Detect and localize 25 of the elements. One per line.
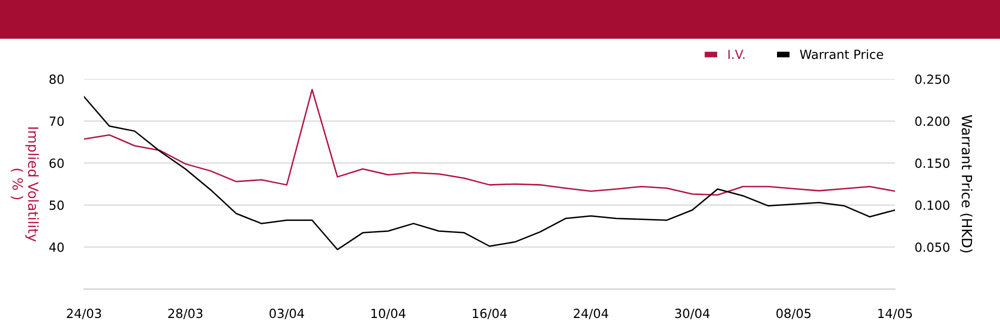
x-tick-label: 24/04 xyxy=(574,308,608,320)
y-tick-label: 80 xyxy=(49,74,64,84)
y2-tick-label: 0.150 xyxy=(915,158,950,168)
x-tick-label: 03/04 xyxy=(270,308,304,320)
x-tick-label: 16/04 xyxy=(472,308,507,320)
y2-tick-label: 0.200 xyxy=(915,116,950,126)
y-tick-label: 60 xyxy=(50,158,64,168)
x-tick-label: 10/04 xyxy=(371,308,406,320)
line-series xyxy=(84,96,895,250)
y-tick-label: 40 xyxy=(49,242,64,252)
y-tick-label: 70 xyxy=(50,116,64,126)
x-tick-label: 28/03 xyxy=(168,308,202,320)
x-tick-label: 14/05 xyxy=(878,308,912,320)
y-tick-label: 50 xyxy=(50,200,64,210)
y-axis-title: Implied Volatility ( % ) xyxy=(10,127,39,242)
legend-label: Warrant Price xyxy=(800,49,884,60)
x-tick-label: 30/04 xyxy=(675,308,710,320)
legend-label: I.V. xyxy=(728,50,744,59)
y2-tick-label: 0.050 xyxy=(915,242,950,252)
y2-tick-label: 0.100 xyxy=(915,200,950,210)
y2-tick-label: 0.250 xyxy=(915,74,950,84)
x-tick-label: 08/05 xyxy=(776,308,811,320)
y2-axis-title: Warrant Price (HKD) xyxy=(960,114,972,252)
x-tick-label: 24/03 xyxy=(66,308,102,320)
line-series xyxy=(84,88,895,196)
